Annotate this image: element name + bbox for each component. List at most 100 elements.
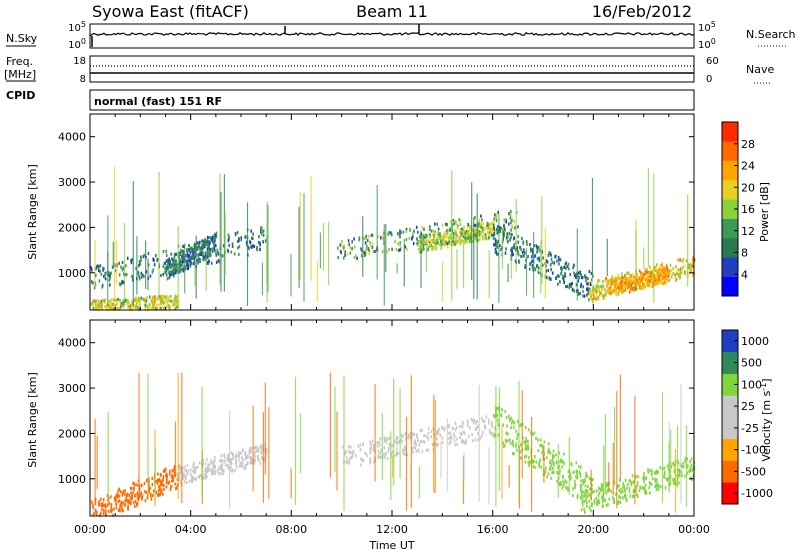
range-cell xyxy=(559,482,561,486)
range-cell xyxy=(692,255,695,259)
range-cell xyxy=(429,235,431,239)
range-cell xyxy=(386,250,388,254)
range-cell xyxy=(516,448,518,452)
range-cell xyxy=(169,469,171,473)
range-cell xyxy=(550,268,552,272)
range-cell xyxy=(418,443,421,447)
range-cell xyxy=(689,476,692,480)
range-cell xyxy=(104,304,106,308)
range-cell xyxy=(547,268,549,273)
range-cell xyxy=(682,465,685,469)
range-cell xyxy=(477,238,480,242)
range-cell xyxy=(650,273,653,277)
range-cell xyxy=(654,274,657,278)
range-cell xyxy=(231,469,233,473)
range-cell xyxy=(348,243,350,247)
range-cell xyxy=(137,272,140,276)
range-cell xyxy=(197,261,199,265)
beam-title: Beam 11 xyxy=(356,2,428,21)
range-cell xyxy=(611,275,613,279)
range-cell xyxy=(159,300,162,304)
range-cell xyxy=(531,248,534,252)
range-cell xyxy=(172,303,174,307)
range-cell xyxy=(97,302,100,306)
power-colorbar-swatch xyxy=(722,218,738,239)
range-cell xyxy=(675,277,678,281)
range-cell xyxy=(448,436,450,440)
range-cell xyxy=(248,451,251,455)
range-cell xyxy=(133,487,135,491)
range-cell xyxy=(159,493,161,497)
range-cell xyxy=(569,472,572,476)
range-cell xyxy=(148,307,151,311)
range-cell xyxy=(505,218,507,222)
range-cell xyxy=(124,299,127,303)
range-cell xyxy=(675,265,677,269)
range-cell xyxy=(443,234,445,238)
range-cell xyxy=(482,222,485,226)
velocity-colorbar-tick-label: 1000 xyxy=(741,335,769,348)
range-cell xyxy=(128,493,130,497)
range-cell xyxy=(534,466,537,470)
range-cell xyxy=(354,245,356,249)
range-cell xyxy=(103,508,105,512)
range-cell xyxy=(148,487,150,491)
range-cell xyxy=(227,457,229,462)
range-cell xyxy=(574,479,576,483)
range-cell xyxy=(510,209,512,214)
range-cell xyxy=(399,242,401,246)
range-cell xyxy=(180,470,182,474)
range-cell xyxy=(691,257,694,261)
range-streak xyxy=(410,375,412,508)
range-cell xyxy=(647,283,649,287)
range-streak xyxy=(674,449,677,513)
range-streak xyxy=(223,174,225,292)
range-cell xyxy=(563,281,565,285)
range-cell xyxy=(365,248,367,252)
range-cell xyxy=(402,434,404,438)
range-cell xyxy=(165,485,168,489)
range-cell xyxy=(351,454,354,458)
range-cell xyxy=(118,261,120,265)
range-cell xyxy=(171,270,173,274)
range-cell xyxy=(536,257,539,261)
range-cell xyxy=(245,464,247,468)
range-cell xyxy=(635,485,637,489)
range-cell xyxy=(134,493,137,497)
range-cell xyxy=(114,499,116,503)
range-cell xyxy=(136,483,138,487)
range-cell xyxy=(182,253,184,257)
range-cell xyxy=(482,235,484,239)
range-cell xyxy=(93,511,96,515)
range-cell xyxy=(192,476,194,480)
range-cell xyxy=(171,474,174,478)
range-cell xyxy=(174,265,176,269)
range-cell xyxy=(172,300,175,304)
range-cell xyxy=(244,235,246,239)
range-cell xyxy=(109,302,111,306)
range-cell xyxy=(412,450,414,454)
range-cell xyxy=(207,261,209,265)
range-cell xyxy=(435,247,438,251)
range-cell xyxy=(575,283,578,287)
range-cell xyxy=(624,488,626,492)
velocity-xticks: 00:00 04:00 08:00 12:00 16:00 20:00 00:00 xyxy=(74,320,710,536)
range-cell xyxy=(192,262,195,266)
range-cell xyxy=(358,236,361,240)
range-cell xyxy=(214,236,216,241)
range-cell xyxy=(157,297,160,301)
range-cell xyxy=(174,474,176,478)
range-cell xyxy=(500,226,502,230)
range-cell xyxy=(224,463,227,467)
range-cell xyxy=(620,289,623,293)
range-cell xyxy=(509,238,511,242)
range-cell xyxy=(169,487,172,492)
range-cell xyxy=(644,275,646,279)
range-cell xyxy=(468,434,470,438)
range-cell xyxy=(238,237,240,241)
range-streak xyxy=(290,468,292,499)
range-streak xyxy=(385,224,387,273)
range-cell xyxy=(585,498,587,502)
range-cell xyxy=(257,447,260,451)
range-cell xyxy=(609,292,612,296)
